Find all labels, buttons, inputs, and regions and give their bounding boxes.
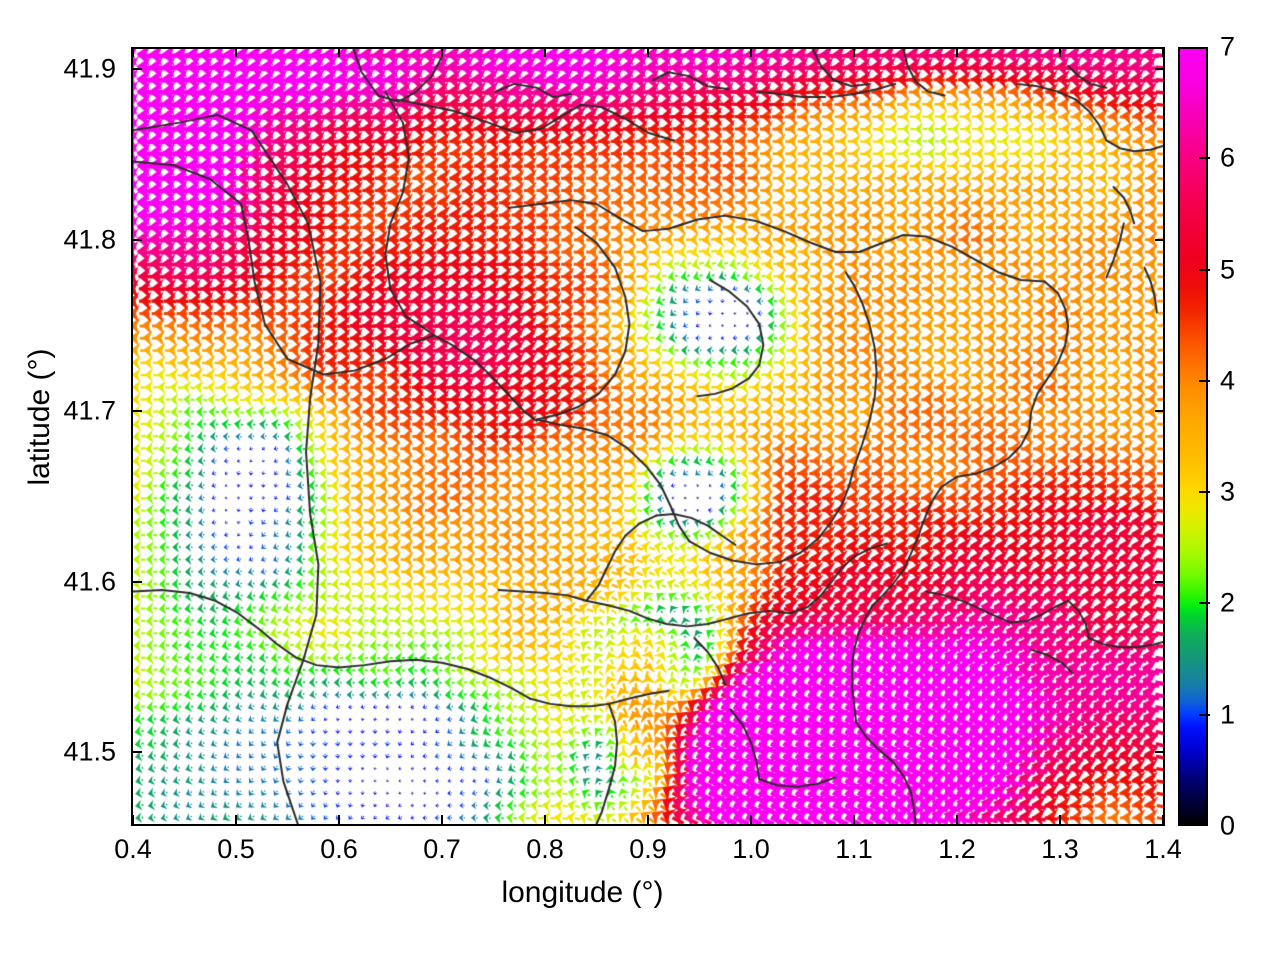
colorbar-tick-label: 6 <box>1220 142 1236 173</box>
wind-vector-field <box>133 49 1163 824</box>
x-tick-mark-top <box>853 49 855 57</box>
y-axis-title: latitude (°) <box>23 348 56 486</box>
x-tick-mark-top <box>235 49 237 57</box>
colorbar-tick-mark <box>1199 379 1210 382</box>
x-tick-mark-top <box>647 49 649 57</box>
x-tick-mark <box>647 815 649 824</box>
y-tick-mark-right <box>1155 580 1163 583</box>
x-tick-label: 0.9 <box>629 834 667 864</box>
y-tick-mark-right <box>1155 239 1163 242</box>
x-tick-mark <box>441 815 443 824</box>
colorbar-tick-mark <box>1199 491 1210 494</box>
x-tick-label: 0.6 <box>320 834 358 864</box>
x-tick-mark-top <box>1059 49 1061 57</box>
x-tick-mark <box>1162 815 1164 824</box>
x-tick-mark <box>544 815 546 824</box>
colorbar-tick-mark <box>1199 268 1210 271</box>
colorbar-tick-mark <box>1199 713 1210 716</box>
x-tick-mark-top <box>338 49 340 57</box>
colorbar-tick-mark <box>1199 602 1210 605</box>
colorbar[interactable]: 0 1 2 3 4 5 6 7 <box>1178 32 1235 841</box>
y-tick-label: 41.8 <box>63 224 116 255</box>
y-tick-label: 41.5 <box>63 736 116 767</box>
x-tick-label: 1.3 <box>1041 834 1079 864</box>
colorbar-tick-label: 5 <box>1220 254 1236 285</box>
x-tick-label: 0.7 <box>423 834 461 864</box>
x-tick-mark-top <box>441 49 443 57</box>
x-tick-label: 0.5 <box>217 834 255 864</box>
colorbar-gradient <box>1178 47 1208 826</box>
colorbar-tick-label: 2 <box>1220 587 1236 618</box>
y-tick-mark-right <box>1155 751 1163 754</box>
x-tick-mark-top <box>750 49 752 57</box>
x-tick-label: 0.4 <box>114 834 152 864</box>
colorbar-tick-label: 4 <box>1220 365 1236 396</box>
x-tick-mark-top <box>132 49 134 57</box>
y-tick-mark-right <box>1155 409 1163 412</box>
x-tick-mark <box>132 815 134 824</box>
colorbar-tick-label: 0 <box>1220 810 1236 841</box>
y-tick-mark <box>133 239 142 242</box>
x-tick-mark <box>235 815 237 824</box>
y-tick-label: 41.7 <box>63 395 116 426</box>
colorbar-tick-label: 1 <box>1220 699 1236 730</box>
x-tick-label: 1.4 <box>1144 834 1182 864</box>
y-tick-mark <box>133 580 142 583</box>
y-tick-mark <box>133 68 142 71</box>
x-tick-mark <box>750 815 752 824</box>
y-tick-mark <box>133 751 142 754</box>
y-tick-mark <box>133 409 142 412</box>
y-tick-label: 41.6 <box>63 566 116 597</box>
x-tick-mark <box>956 815 958 824</box>
y-tick-mark-right <box>1155 68 1163 71</box>
x-tick-mark <box>1059 815 1061 824</box>
x-tick-mark <box>338 815 340 824</box>
x-tick-label: 1.1 <box>835 834 873 864</box>
x-tick-mark-top <box>544 49 546 57</box>
y-tick-label: 41.9 <box>63 53 116 84</box>
x-tick-label: 1.2 <box>938 834 976 864</box>
x-tick-label: 1.0 <box>732 834 770 864</box>
x-tick-mark-top <box>1162 49 1164 57</box>
map-plot-area[interactable] <box>131 47 1165 826</box>
colorbar-tick-mark <box>1199 157 1210 160</box>
x-axis-title: longitude (°) <box>501 876 664 909</box>
colorbar-tick-label: 3 <box>1220 476 1236 507</box>
x-tick-label: 0.8 <box>526 834 564 864</box>
x-tick-mark-top <box>956 49 958 57</box>
x-tick-mark <box>853 815 855 824</box>
colorbar-tick-label: 7 <box>1220 31 1236 62</box>
